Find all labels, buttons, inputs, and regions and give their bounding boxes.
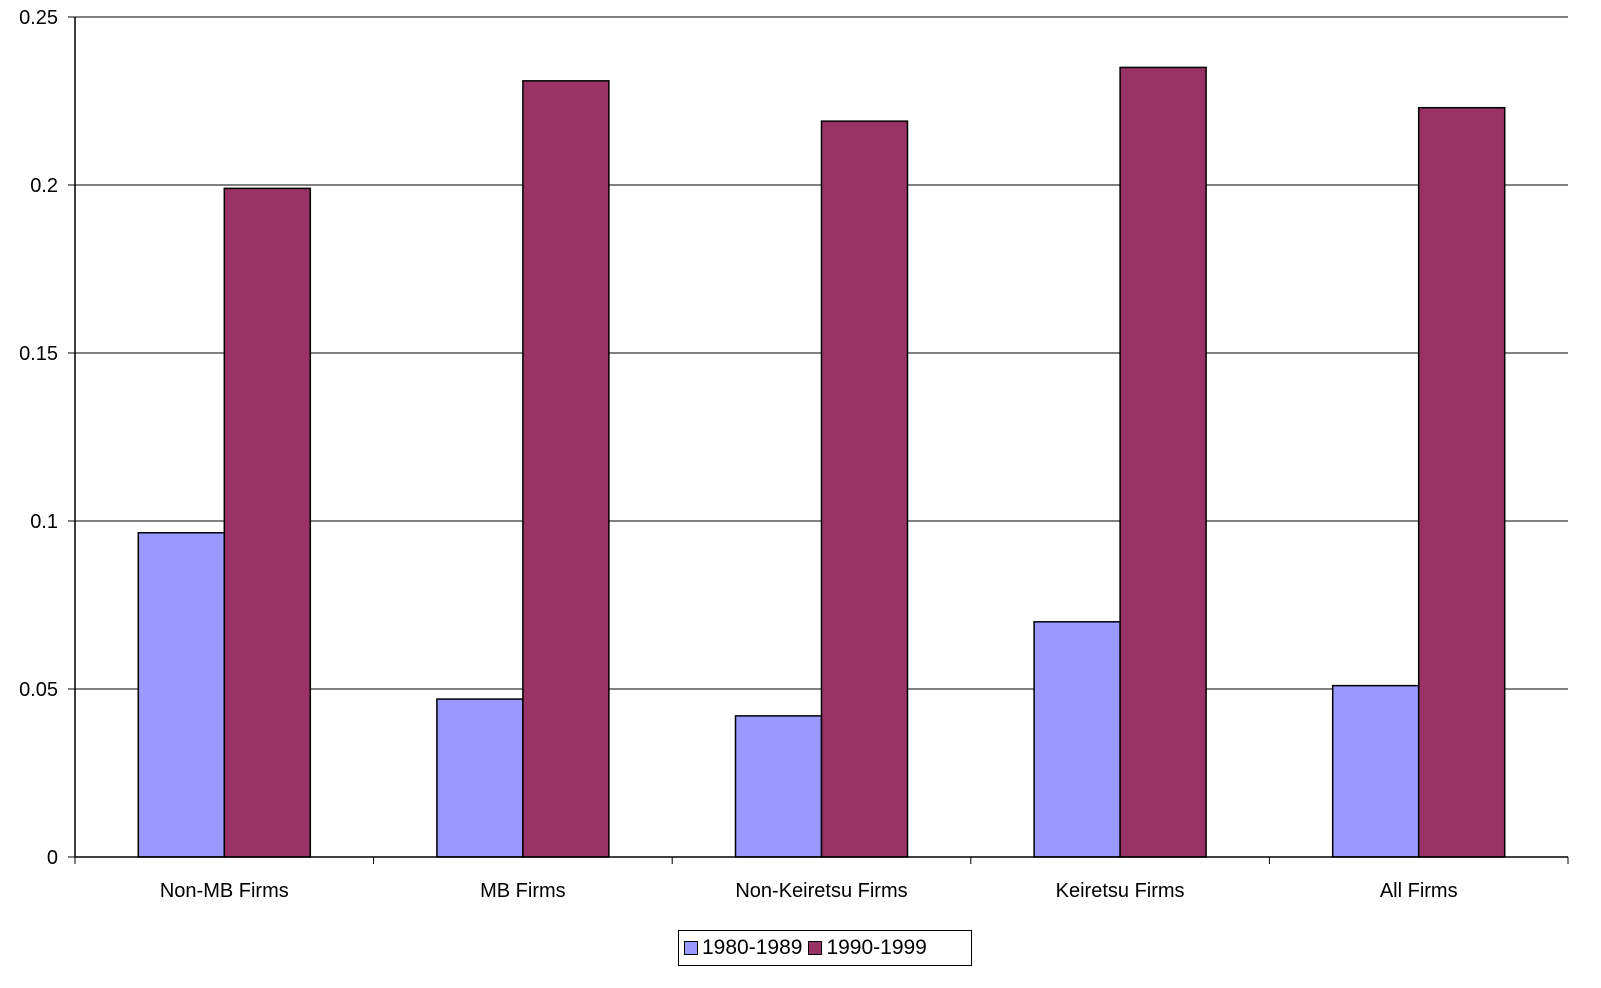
x-category-label: MB Firms <box>480 880 566 902</box>
bar-2-4 <box>1119 66 1207 858</box>
y-tick-label: 0.2 <box>30 175 58 197</box>
x-category-label: All Firms <box>1380 880 1458 902</box>
legend-label-series-2: 1990-1999 <box>826 936 927 959</box>
y-tick-label: 0.25 <box>19 7 58 29</box>
bar-2-1 <box>223 187 312 858</box>
bar-2-3 <box>820 120 909 858</box>
legend-swatch-series-1 <box>684 941 698 955</box>
bar-2-2 <box>522 80 610 858</box>
y-tick-label: 0.1 <box>30 511 58 533</box>
axes <box>68 16 1569 864</box>
y-tick-label: 0.05 <box>19 679 58 701</box>
legend-label-series-1: 1980-1989 <box>702 936 803 959</box>
bar-1-5 <box>1331 684 1420 858</box>
bar-2-5 <box>1417 106 1506 858</box>
legend-item-series-1: 1980-1989 <box>684 936 802 960</box>
y-tick-label: 0 <box>47 847 58 869</box>
legend-swatch-series-2 <box>808 941 823 955</box>
bar-1-4 <box>1033 621 1121 858</box>
axis-labels: 0 0.05 0.1 0.15 0.2 0.25 Non-MB Firms MB Firms N… <box>19 7 1458 902</box>
bar-1-3 <box>734 715 823 858</box>
legend-item-series-2: 1990-1999 <box>808 936 927 960</box>
y-tick-label: 0.15 <box>19 343 58 365</box>
x-category-label: Non-MB Firms <box>160 880 289 902</box>
bars <box>137 66 1506 858</box>
x-category-label: Keiretsu Firms <box>1056 880 1185 902</box>
chart-legend: 1980-1989 1990-1999 <box>678 930 972 966</box>
x-category-label: Non-Keiretsu Firms <box>735 880 907 902</box>
bar-1-2 <box>436 698 524 858</box>
bar-1-1 <box>137 532 226 858</box>
